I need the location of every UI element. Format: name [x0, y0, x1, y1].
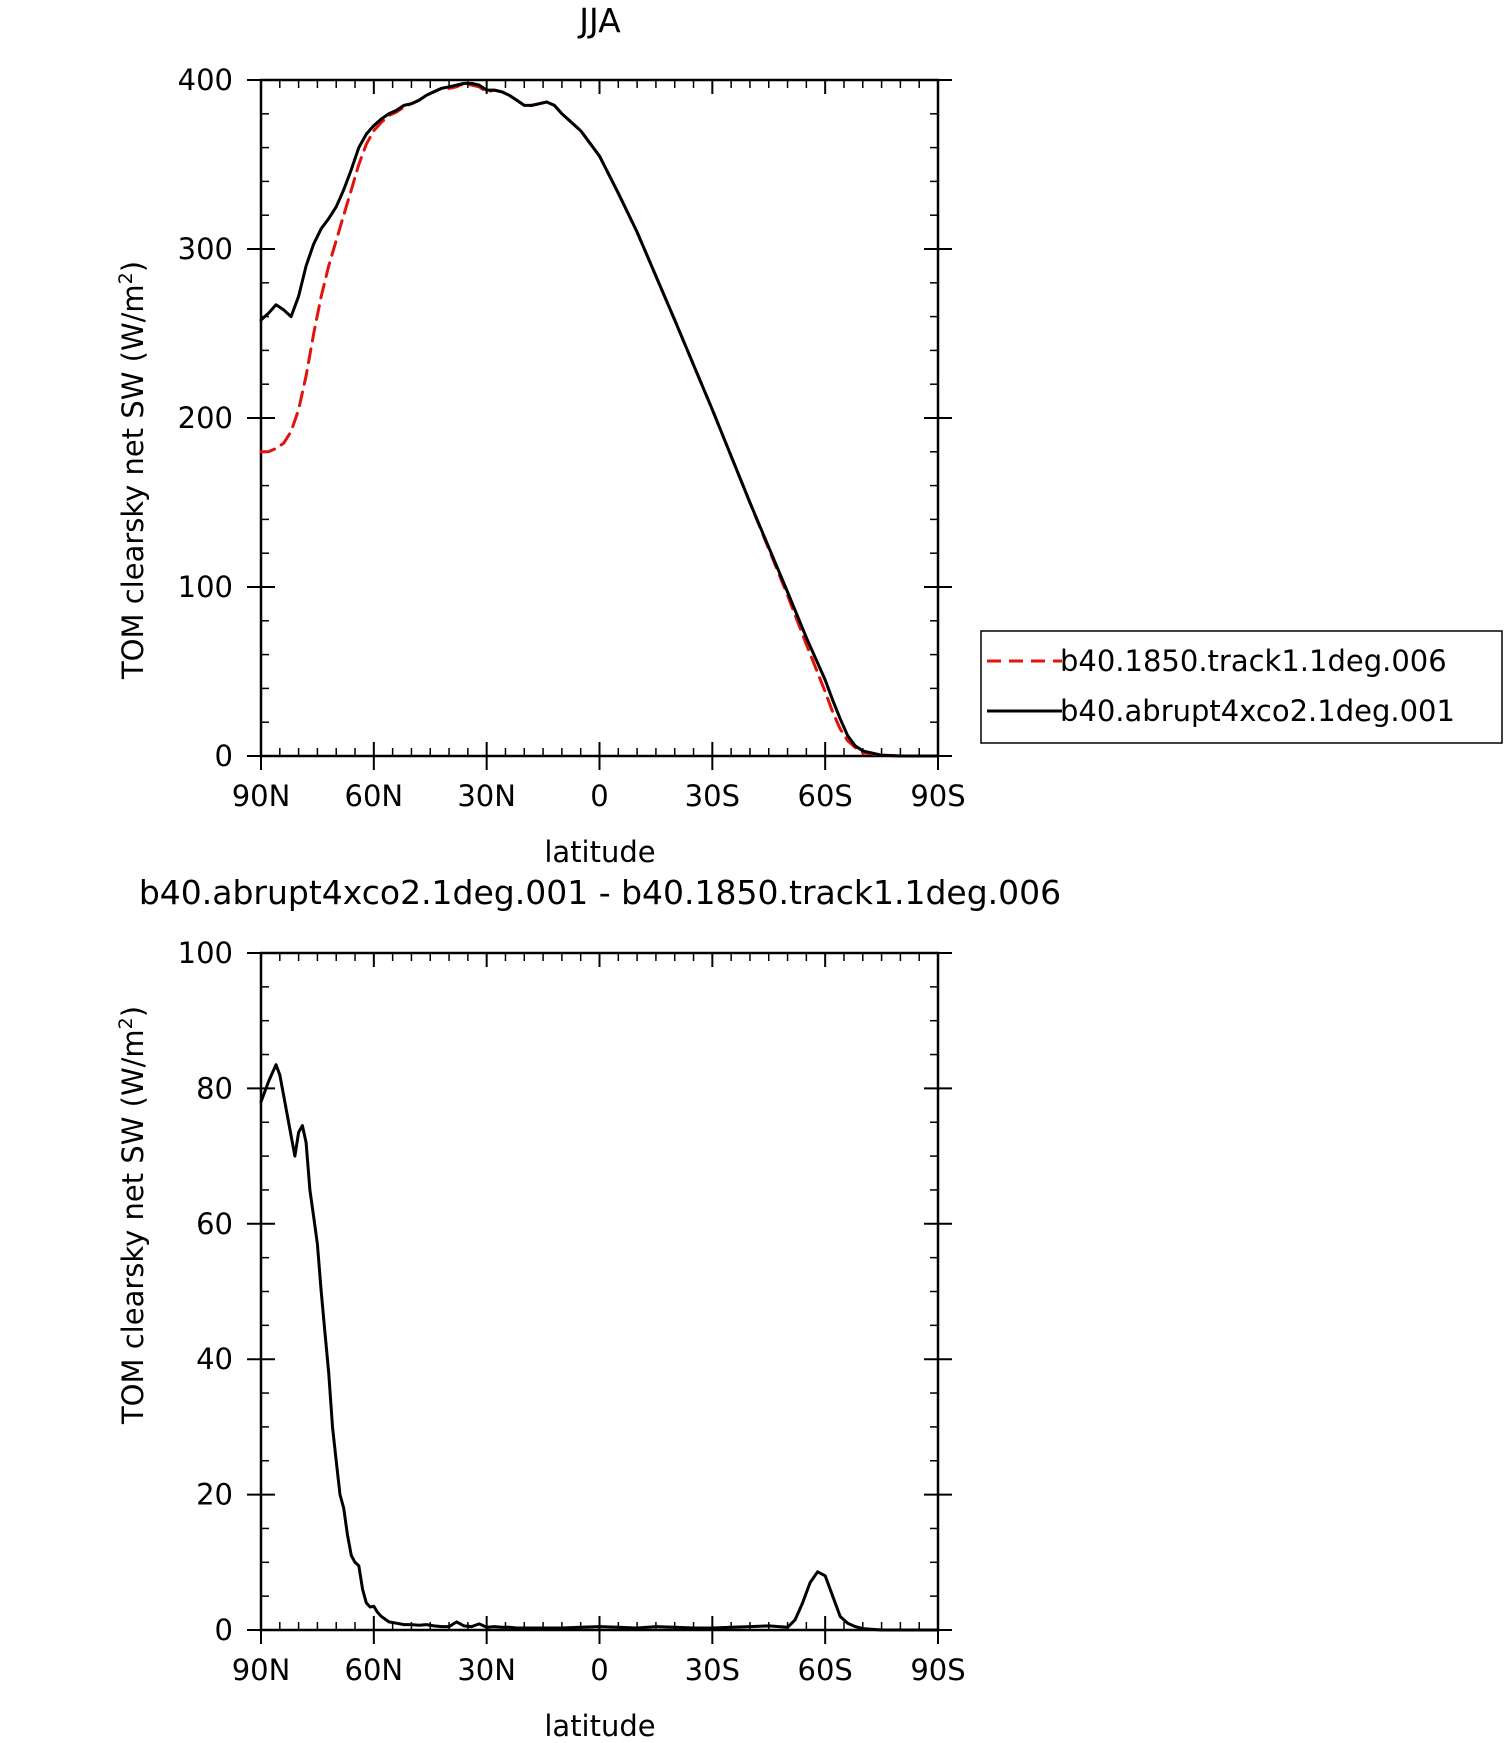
panel1-x-tick-label: 0 [590, 1653, 608, 1687]
panel1-y-tick-label: 20 [196, 1478, 233, 1512]
top-panel-title: JJA [577, 1, 621, 40]
panel1-x-tick-label: 30N [457, 1653, 516, 1687]
bottom-panel-title: b40.abrupt4xco2.1deg.001 - b40.1850.trac… [139, 873, 1061, 912]
panel1-y-tick-label: 0 [215, 1613, 233, 1647]
top-y-axis-label-sup: 2 [115, 272, 137, 284]
panel1-plot-frame [259, 951, 940, 1632]
panel0-x-tick-label: 90S [910, 779, 965, 813]
top-plot-area: 90N 60N 30N 0 30S 60S 90S 0 100 200 300 400 [178, 63, 966, 813]
panel0-y-tick-label: 300 [178, 232, 233, 266]
panel0-series-line-0 [259, 81, 940, 758]
bottom-y-axis-label-end: ) [116, 1006, 150, 1017]
panel1-x-tick-label: 90N [232, 1653, 291, 1687]
panel0-plot-frame [259, 78, 940, 758]
panel0-x-tick-label: 60N [345, 779, 404, 813]
panel0-x-tick-label: 90N [232, 779, 291, 813]
top-y-axis-label-main: TOM clearsky net SW (W/m [116, 284, 150, 680]
panel1-y-tick-label: 40 [196, 1342, 233, 1376]
panel0-series-line-1 [259, 81, 940, 758]
top-panel: JJA 90N 60N 30N 0 30S 60S 90S 0 100 200 300 400 lat… [115, 1, 966, 869]
panel0-y-tick-label: 0 [215, 739, 233, 773]
top-y-axis-label: TOM clearsky net SW (W/m2) [115, 261, 150, 680]
panel1-x-tick-label: 90S [910, 1653, 965, 1687]
bottom-y-axis-label-main: TOM clearsky net SW (W/m [116, 1029, 150, 1425]
legend-label-abrupt4xco2: b40.abrupt4xco2.1deg.001 [1060, 694, 1455, 728]
bottom-panel: b40.abrupt4xco2.1deg.001 - b40.1850.trac… [115, 873, 1061, 1743]
top-x-axis-label: latitude [544, 835, 655, 869]
legend-box [980, 630, 1503, 744]
panel1-series-line-0 [259, 1063, 940, 1632]
panel1-y-tick-label: 100 [178, 936, 233, 970]
bottom-plot-area: 90N 60N 30N 0 30S 60S 90S 0 20 40 60 80 100 [178, 936, 966, 1687]
bottom-y-axis-label: TOM clearsky net SW (W/m2) [115, 1006, 150, 1425]
top-y-axis-label-end: ) [116, 261, 150, 272]
panel0-y-tick-label: 200 [178, 401, 233, 435]
panel0-y-tick-label: 100 [178, 570, 233, 604]
bottom-y-axis-label-sup: 2 [115, 1017, 137, 1029]
panel1-x-tick-label: 60N [345, 1653, 404, 1687]
panel0-y-tick-label: 400 [178, 63, 233, 97]
panel1-x-tick-label: 60S [798, 1653, 853, 1687]
legend-label-control: b40.1850.track1.1deg.006 [1060, 644, 1447, 678]
panel1-y-tick-label: 60 [196, 1207, 233, 1241]
panel1-x-tick-label: 30S [685, 1653, 740, 1687]
bottom-x-axis-label: latitude [544, 1709, 655, 1743]
panel1-y-tick-label: 80 [196, 1071, 233, 1105]
panel0-x-tick-label: 30N [457, 779, 516, 813]
panel0-x-tick-label: 60S [798, 779, 853, 813]
panel0-x-tick-label: 0 [590, 779, 608, 813]
legend: b40.1850.track1.1deg.006 b40.abrupt4xco2… [980, 630, 1503, 744]
panel0-x-tick-label: 30S [685, 779, 740, 813]
